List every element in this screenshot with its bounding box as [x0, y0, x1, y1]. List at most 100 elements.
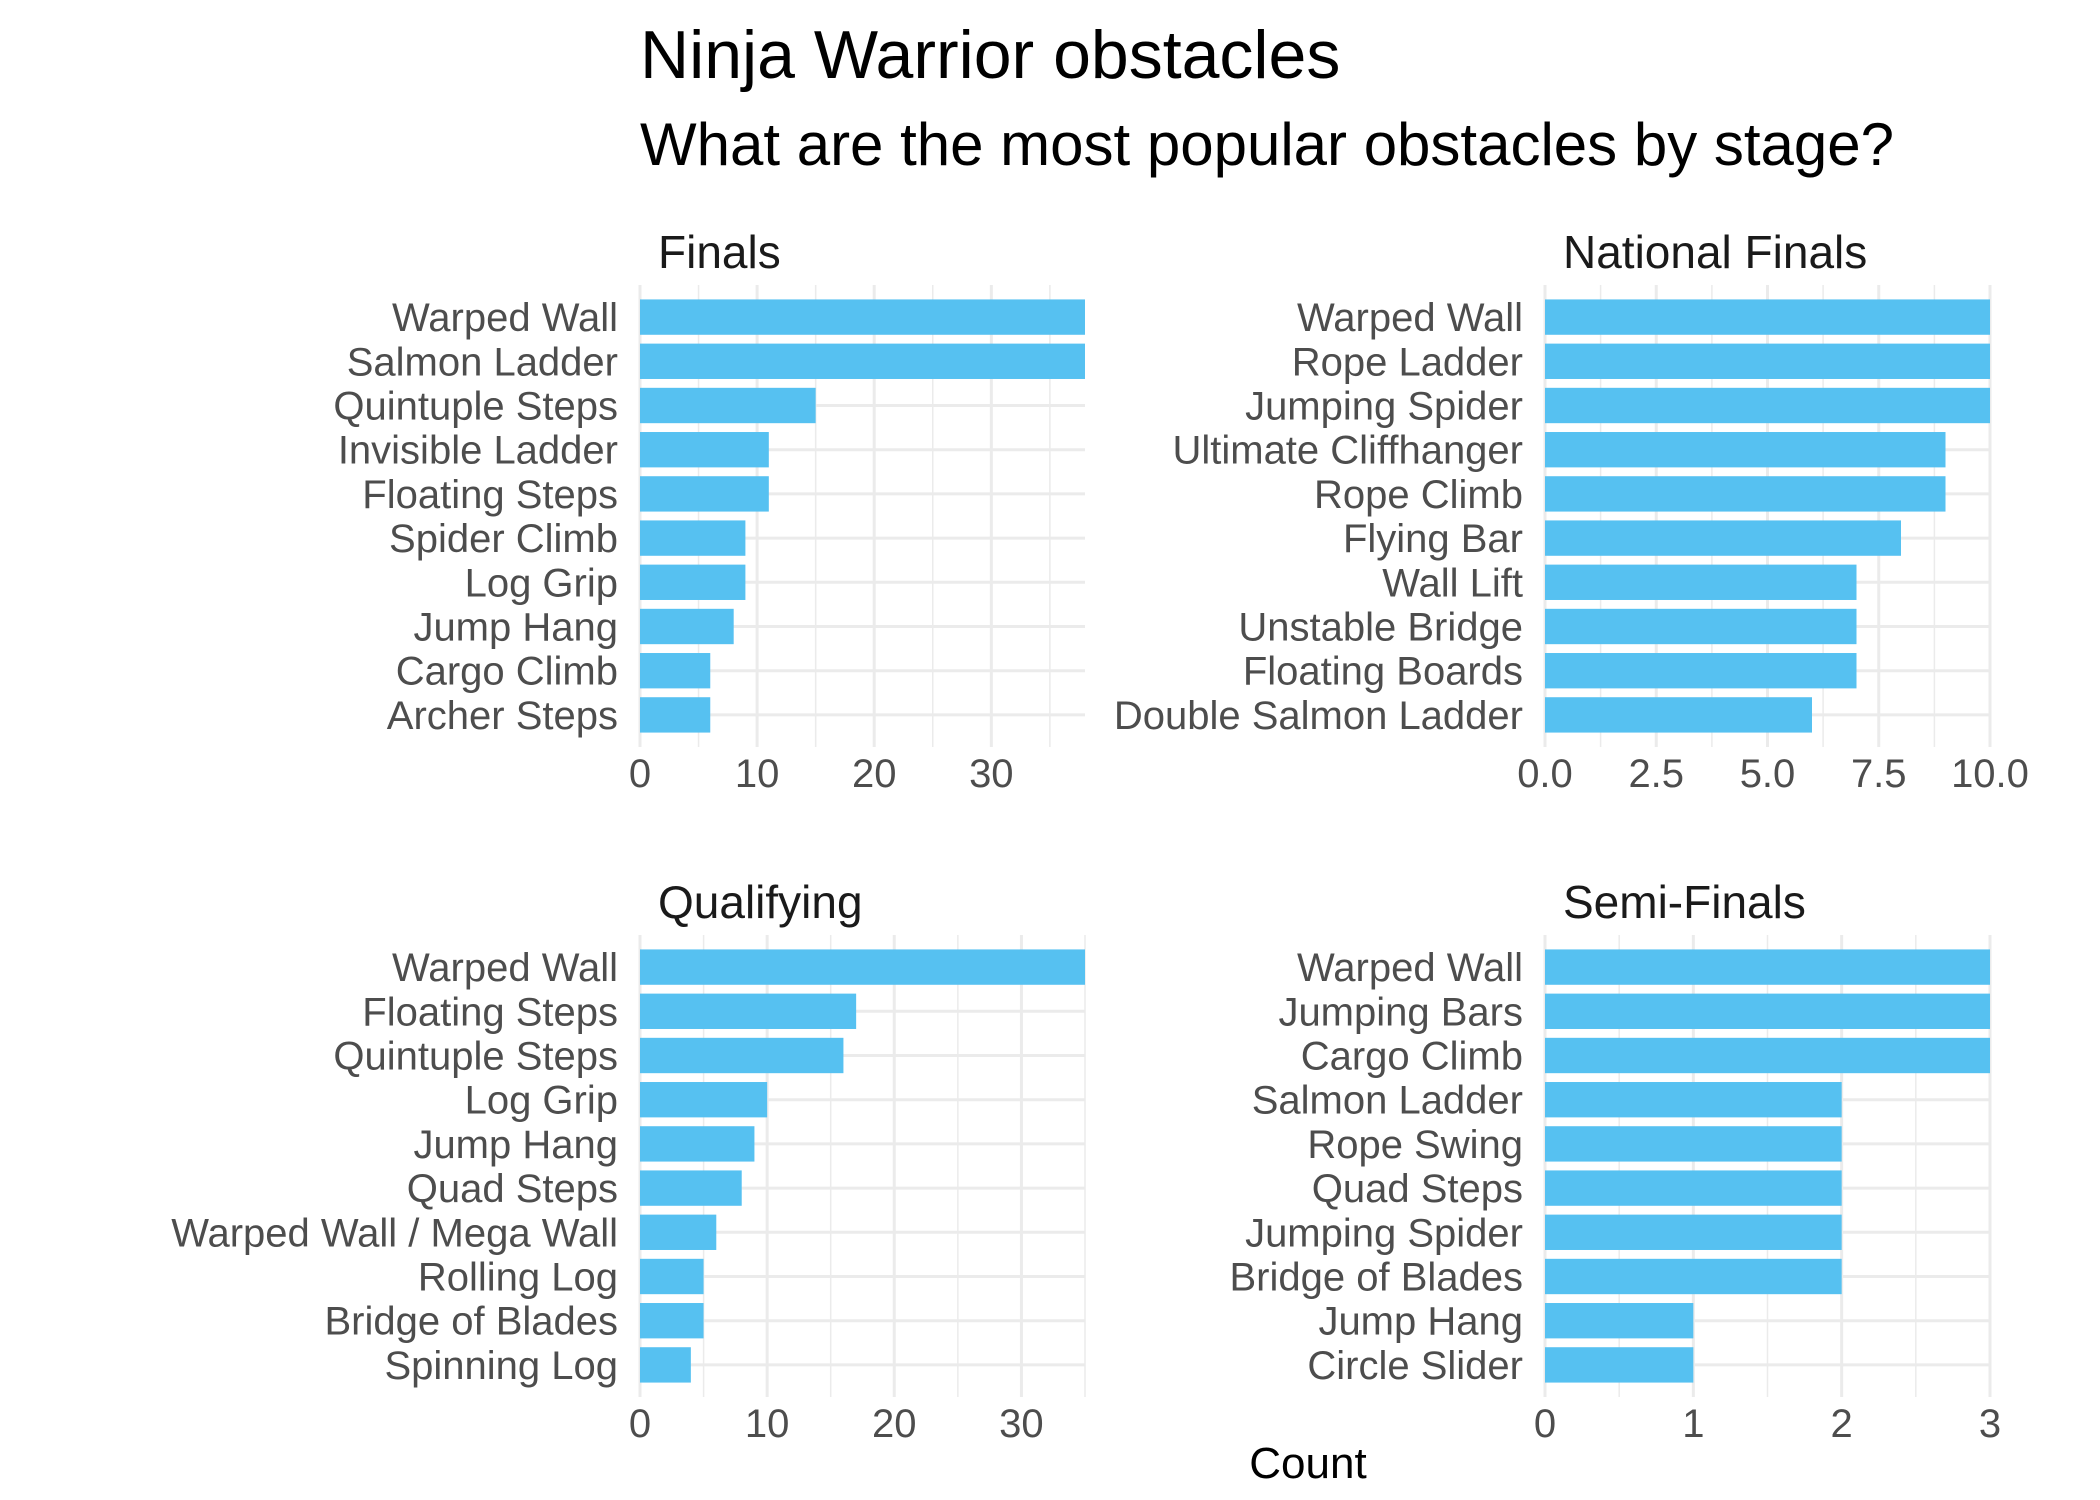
facet-title: Finals: [658, 226, 781, 278]
x-tick-label: 20: [852, 752, 897, 796]
category-label: Cargo Climb: [396, 650, 618, 694]
bar: [1545, 993, 1990, 1029]
category-label: Log Grip: [465, 561, 618, 605]
bar: [640, 1347, 691, 1383]
category-label: Warped Wall: [1297, 946, 1523, 990]
x-tick-label: 1: [1682, 1402, 1704, 1446]
x-tick-label: 0.0: [1517, 752, 1573, 796]
bar: [1545, 1214, 1842, 1250]
category-label: Quintuple Steps: [333, 385, 618, 429]
bar: [640, 564, 746, 600]
category-label: Jump Hang: [1318, 1300, 1523, 1344]
bar: [1545, 1303, 1694, 1339]
bar: [640, 1126, 755, 1162]
bar: [1545, 387, 1990, 424]
category-label: Floating Boards: [1243, 650, 1523, 694]
category-label: Jumping Spider: [1245, 385, 1523, 429]
category-label: Jumping Spider: [1245, 1211, 1523, 1255]
category-label: Salmon Ladder: [1252, 1079, 1523, 1123]
bar: [640, 432, 769, 468]
x-tick-label: 20: [872, 1402, 917, 1446]
bar: [1545, 1037, 1990, 1074]
bar: [1545, 949, 1990, 985]
bar: [1545, 608, 1857, 645]
x-tick-label: 3: [1979, 1402, 2001, 1446]
bar: [640, 1037, 844, 1074]
category-label: Rope Swing: [1307, 1123, 1523, 1167]
chart-subtitle: What are the most popular obstacles by s…: [640, 111, 1894, 178]
bar: [640, 949, 1085, 985]
x-tick-label: 10: [745, 1402, 790, 1446]
x-tick-label: 2.5: [1628, 752, 1684, 796]
category-label: Archer Steps: [387, 694, 618, 738]
category-label: Jump Hang: [413, 1123, 618, 1167]
bar: [1545, 1082, 1842, 1118]
bar: [640, 653, 711, 689]
bar: [1545, 697, 1812, 733]
category-label: Quintuple Steps: [333, 1035, 618, 1079]
category-label: Warped Wall: [1297, 296, 1523, 340]
category-label: Floating Steps: [362, 990, 618, 1034]
bar: [640, 387, 816, 424]
bar: [1545, 1170, 1842, 1206]
bar: [640, 993, 857, 1029]
category-label: Wall Lift: [1382, 561, 1523, 605]
x-tick-label: 2: [1831, 1402, 1853, 1446]
x-tick-label: 0: [629, 1402, 651, 1446]
bar: [1545, 432, 1946, 468]
category-label: Bridge of Blades: [324, 1300, 618, 1344]
bar: [640, 1214, 717, 1250]
category-label: Double Salmon Ladder: [1114, 694, 1523, 738]
category-label: Unstable Bridge: [1238, 606, 1523, 650]
x-tick-label: 10.0: [1951, 752, 2029, 796]
bar: [1545, 1126, 1842, 1162]
category-label: Quad Steps: [1312, 1167, 1523, 1211]
category-label: Warped Wall / Mega Wall: [171, 1211, 618, 1255]
category-label: Circle Slider: [1307, 1344, 1523, 1388]
bar: [1545, 520, 1901, 556]
category-label: Spinning Log: [384, 1344, 618, 1388]
x-tick-label: 7.5: [1851, 752, 1907, 796]
x-tick-label: 0: [629, 752, 651, 796]
bar: [640, 476, 769, 512]
category-label: Salmon Ladder: [347, 340, 618, 384]
bar: [1545, 343, 1990, 379]
bar: [1545, 476, 1946, 512]
category-label: Rope Climb: [1314, 473, 1523, 517]
category-label: Spider Climb: [389, 517, 618, 561]
category-label: Jumping Bars: [1278, 990, 1523, 1034]
category-label: Warped Wall: [392, 946, 618, 990]
category-label: Rolling Log: [418, 1256, 618, 1300]
bar: [1545, 1347, 1694, 1383]
category-label: Jump Hang: [413, 606, 618, 650]
bar: [640, 299, 1085, 335]
x-tick-label: 10: [735, 752, 780, 796]
bar: [640, 1082, 768, 1118]
category-label: Log Grip: [465, 1079, 618, 1123]
category-label: Rope Ladder: [1292, 340, 1523, 384]
x-tick-label: 0: [1534, 1402, 1556, 1446]
x-tick-label: 5.0: [1740, 752, 1796, 796]
category-label: Floating Steps: [362, 473, 618, 517]
bar: [1545, 653, 1857, 689]
bar: [640, 608, 734, 645]
x-tick-label: 30: [999, 1402, 1044, 1446]
chart-title: Ninja Warrior obstacles: [640, 17, 1340, 93]
x-tick-label: 30: [969, 752, 1014, 796]
bar: [1545, 1258, 1842, 1295]
category-label: Bridge of Blades: [1229, 1256, 1523, 1300]
bar: [640, 520, 746, 556]
bar: [640, 697, 711, 733]
facet-title: National Finals: [1563, 226, 1867, 278]
category-label: Ultimate Cliffhanger: [1172, 429, 1523, 473]
bar: [1545, 564, 1857, 600]
facet-title: Qualifying: [658, 876, 863, 928]
bar: [640, 343, 1085, 379]
category-label: Warped Wall: [392, 296, 618, 340]
category-label: Quad Steps: [407, 1167, 618, 1211]
